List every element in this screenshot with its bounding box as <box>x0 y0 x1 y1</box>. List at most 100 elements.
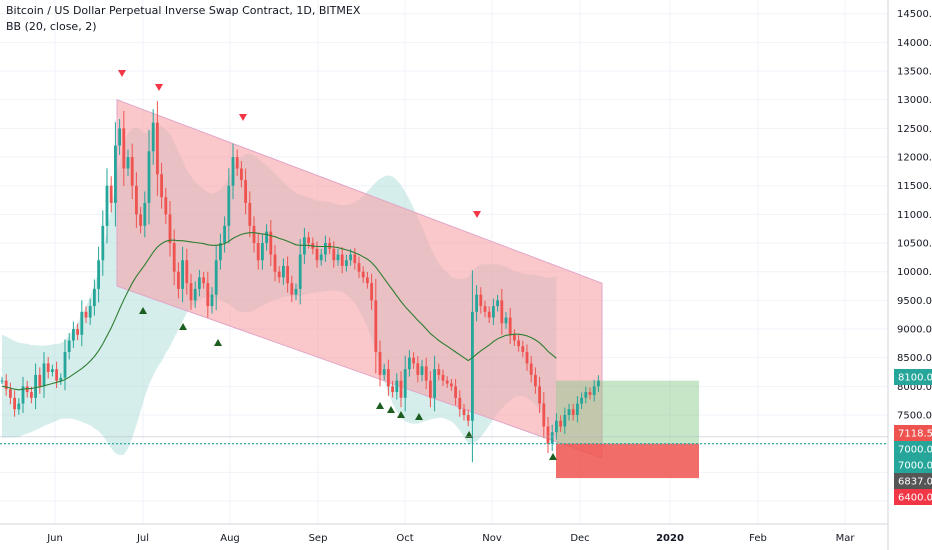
price-tag-label: 6400.0 <box>898 493 932 504</box>
candle-body <box>51 369 54 373</box>
candle-body <box>294 288 298 295</box>
candle-body <box>4 380 8 390</box>
time-tick-label: Nov <box>482 533 502 544</box>
stop-zone[interactable] <box>556 443 699 479</box>
candle-body <box>525 351 529 364</box>
candle-body <box>387 369 390 387</box>
buy-signal-icon <box>397 411 405 418</box>
candle-body <box>46 363 50 373</box>
candle-body <box>219 243 222 261</box>
price-tick-label: 12500.0 <box>897 124 932 135</box>
candle-body <box>441 374 445 381</box>
candle-body <box>475 294 478 312</box>
candle-body <box>38 374 42 387</box>
candle-body <box>151 122 155 152</box>
candle-body <box>256 243 260 261</box>
buy-signal-icon <box>415 413 423 420</box>
price-tick-label: 13500.0 <box>897 67 932 78</box>
sell-signal-icon <box>473 211 481 218</box>
candle-body <box>382 369 386 375</box>
candle-body <box>231 157 235 186</box>
candle-body <box>576 403 579 416</box>
candle-body <box>135 185 138 215</box>
candle-body <box>408 357 411 370</box>
candle-body <box>454 386 457 398</box>
price-tick-label: 8000.0 <box>897 382 932 393</box>
price-tick-label: 14000.0 <box>897 38 932 49</box>
candle-body <box>101 225 105 261</box>
candle-body <box>504 317 508 324</box>
candle-body <box>513 334 516 341</box>
candle-body <box>214 260 218 295</box>
candle-body <box>59 377 63 381</box>
candle-body <box>445 380 449 384</box>
candle-body <box>210 294 214 307</box>
candle-body <box>80 311 84 335</box>
candle-body <box>248 202 252 226</box>
channel-area[interactable] <box>116 98 603 459</box>
candle-body <box>319 254 323 261</box>
candle-body <box>370 283 373 301</box>
candle-body <box>366 277 369 284</box>
candle-body <box>588 392 592 395</box>
time-tick-label: Oct <box>396 533 413 544</box>
candle-body <box>395 380 399 393</box>
candle-body <box>307 237 310 244</box>
candle-body <box>462 409 466 416</box>
candle-body <box>105 185 109 226</box>
candle-body <box>30 392 33 398</box>
candle-body <box>84 311 88 318</box>
candle-body <box>139 214 142 226</box>
bollinger-middle-line <box>1 232 557 391</box>
candle-body <box>492 306 495 318</box>
price-tag-box <box>894 369 932 385</box>
time-tick-label: Mar <box>836 533 856 544</box>
time-axis[interactable]: Jun Jul Aug Sep Oct Nov Dec 2020 Feb Mar <box>46 533 855 544</box>
candle-body <box>399 380 403 398</box>
indicator-legend: BB (20, close, 2) <box>6 20 97 33</box>
candle-body <box>555 420 558 433</box>
candle-body <box>592 386 596 395</box>
candle-body <box>273 254 277 272</box>
candlestick-series <box>0 101 600 463</box>
candle-body <box>114 145 117 203</box>
price-tick-label: 12000.0 <box>897 153 932 164</box>
long-position-drawing[interactable] <box>556 380 699 479</box>
candle-body <box>143 202 147 226</box>
candle-body <box>172 243 176 272</box>
buy-signal-icon <box>139 307 147 314</box>
candle-body <box>118 128 121 146</box>
candle-body <box>290 283 294 295</box>
candle-body <box>349 254 352 261</box>
chart-axes <box>0 0 889 550</box>
candle-body <box>433 369 436 398</box>
candle-body <box>156 122 159 175</box>
candle-body <box>147 151 151 203</box>
candle-body <box>42 363 46 387</box>
candle-body <box>88 306 92 318</box>
descending-channel-drawing[interactable] <box>116 98 603 459</box>
candle-body <box>479 294 483 307</box>
candle-body <box>508 317 512 335</box>
price-tick-label: 8500.0 <box>897 353 932 364</box>
candle-body <box>72 329 75 341</box>
price-tick-label: 9500.0 <box>897 296 932 307</box>
candle-body <box>429 380 432 398</box>
candle-body <box>416 363 420 375</box>
candle-body <box>122 128 126 169</box>
candle-body <box>177 271 180 289</box>
candle-body <box>437 369 441 375</box>
candle-body <box>223 225 226 244</box>
candle-body <box>76 329 79 335</box>
price-tick-label: 14500.0 <box>897 9 932 20</box>
candle-body <box>496 300 499 307</box>
candle-body <box>9 389 12 398</box>
candle-body <box>529 363 533 375</box>
candle-body <box>93 288 96 307</box>
price-tick-label: 10500.0 <box>897 239 932 250</box>
target-zone[interactable] <box>556 380 699 444</box>
candle-body <box>597 380 600 387</box>
candle-body <box>277 271 281 278</box>
candle-body <box>269 231 273 255</box>
